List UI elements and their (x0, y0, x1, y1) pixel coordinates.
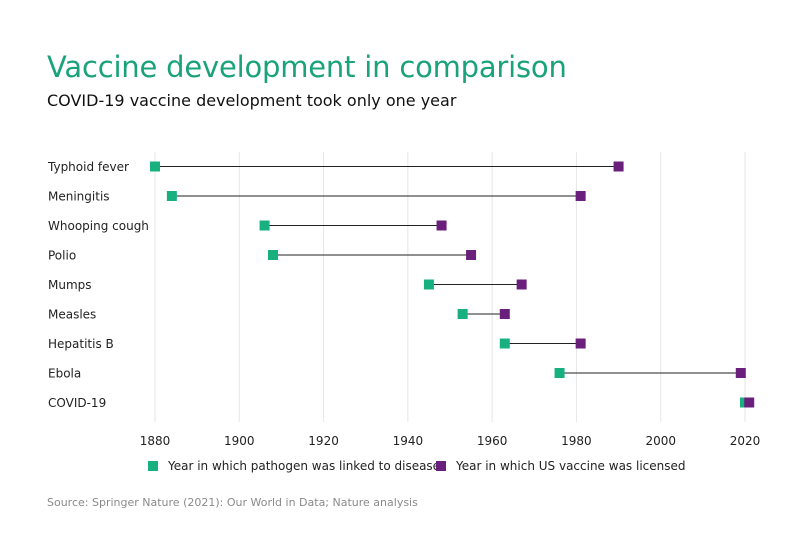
category-label: COVID-19 (48, 396, 106, 410)
marker-licensed (744, 397, 755, 408)
x-tick-label: 2000 (645, 434, 676, 448)
category-label: Meningitis (48, 190, 110, 204)
category-label: Measles (48, 308, 96, 322)
marker-licensed (436, 220, 447, 231)
chart-row: Measles (48, 308, 510, 322)
marker-linked (268, 250, 278, 260)
marker-licensed (516, 279, 527, 290)
chart-row: Typhoid fever (47, 160, 624, 174)
chart-subtitle: COVID-19 vaccine development took only o… (47, 91, 457, 110)
marker-linked (457, 309, 468, 319)
marker-linked (423, 279, 434, 290)
marker-licensed (613, 161, 624, 172)
x-axis: 1880 1900 1920 1940 1960 1980 2000 2020 (140, 434, 761, 448)
category-label: Whooping cough (48, 219, 149, 233)
legend-swatch-linked (148, 461, 158, 471)
category-label: Mumps (48, 278, 92, 292)
legend-swatch-licensed (436, 461, 446, 471)
chart-row: Ebola (48, 367, 746, 381)
marker-licensed (499, 309, 510, 319)
marker-licensed (575, 338, 586, 349)
marker-linked (259, 220, 270, 231)
x-tick-label: 1880 (140, 434, 171, 448)
category-label: Hepatitis B (48, 337, 114, 351)
chart-row: Meningitis (48, 190, 586, 204)
marker-linked (499, 338, 510, 349)
grid-lines (154, 152, 746, 422)
legend-item-licensed: Year in which US vaccine was licensed (436, 459, 686, 473)
marker-linked (166, 191, 177, 201)
x-tick-label: 1900 (224, 434, 255, 448)
legend-label-linked: Year in which pathogen was linked to dis… (168, 459, 441, 473)
x-tick-label: 2020 (730, 434, 761, 448)
chart-title: Vaccine development in comparison (47, 50, 567, 84)
x-tick-label: 1980 (561, 434, 592, 448)
chart-row: Polio (48, 249, 477, 263)
chart-row: Hepatitis B (48, 337, 586, 351)
marker-licensed (735, 368, 746, 378)
category-label: Ebola (48, 367, 81, 381)
x-tick-label: 1960 (477, 434, 508, 448)
category-label: Polio (48, 249, 76, 263)
marker-linked (150, 161, 160, 172)
chart-row: Mumps (48, 278, 527, 292)
chart-rows: Typhoid fever Meningitis Whooping cough Pol… (47, 160, 755, 410)
marker-licensed (575, 191, 586, 201)
legend-label-licensed: Year in which US vaccine was licensed (456, 459, 686, 473)
marker-licensed (466, 250, 477, 260)
marker-linked (554, 368, 565, 378)
x-tick-label: 1920 (308, 434, 339, 448)
legend-item-linked: Year in which pathogen was linked to dis… (148, 459, 440, 473)
chart-row: COVID-19 (48, 396, 755, 410)
category-label: Typhoid fever (47, 160, 129, 174)
source-note: Source: Springer Nature (2021): Our Worl… (47, 496, 418, 509)
chart-row: Whooping cough (48, 219, 447, 233)
x-tick-label: 1940 (393, 434, 424, 448)
